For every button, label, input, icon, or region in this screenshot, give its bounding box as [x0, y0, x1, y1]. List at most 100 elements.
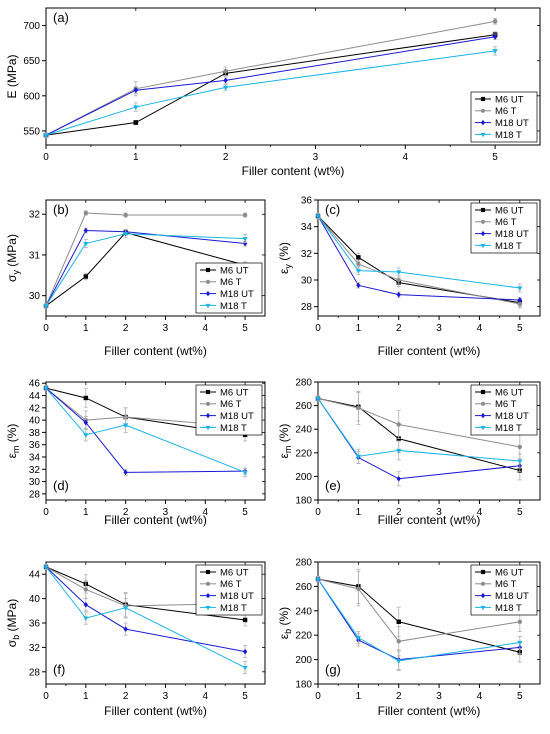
data-point [517, 444, 523, 450]
series-line [317, 398, 520, 471]
x-tick-label: 3 [313, 152, 319, 163]
legend-label: M18 UT [220, 289, 254, 300]
series-m18-t [43, 385, 248, 478]
x-tick-label: 5 [517, 691, 523, 702]
series-m18-t [43, 229, 248, 309]
x-tick-label: 0 [43, 691, 49, 702]
legend-label: M6 UT [495, 567, 524, 578]
series-line [317, 578, 520, 642]
data-point [83, 274, 89, 279]
x-tick-label: 3 [436, 691, 442, 702]
series-m18-t [315, 395, 523, 469]
plot-frame [317, 381, 541, 501]
series-m18-ut [315, 212, 523, 304]
data-point [83, 395, 89, 401]
series-line [45, 566, 246, 607]
y-axis-label: εy (%) [277, 242, 293, 274]
x-tick-label: 0 [43, 323, 49, 334]
x-tick-label: 2 [396, 691, 402, 702]
x-axis-label: Filler content (wt%) [104, 344, 207, 358]
legend-marker [480, 207, 486, 213]
legend-marker [205, 389, 211, 395]
x-axis-label: Filler content (wt%) [242, 164, 345, 178]
data-point [355, 269, 361, 274]
y-tick-label: 30 [301, 276, 313, 287]
x-tick-label: 0 [315, 323, 321, 334]
panel-label: (g) [325, 662, 341, 677]
data-point [43, 565, 49, 570]
legend-label: M18 UT [220, 411, 254, 422]
y-tick-label: 28 [29, 489, 41, 500]
legend-label: M6 T [495, 106, 517, 117]
y-axis-label: σb (MPa) [5, 599, 21, 647]
series-line [45, 387, 246, 473]
legend-marker [480, 219, 486, 224]
series-line [45, 566, 246, 653]
x-tick-label: 4 [202, 323, 208, 334]
series-line [45, 387, 246, 473]
y-tick-label: 30 [29, 291, 41, 302]
series-line [317, 398, 520, 462]
legend-marker [205, 279, 211, 284]
y-tick-label: 280 [295, 558, 312, 569]
x-tick-label: 1 [83, 323, 89, 334]
x-axis-label: Filler content (wt%) [378, 513, 481, 527]
y-tick-label: 44 [29, 570, 41, 581]
data-point [123, 423, 129, 429]
series-line [45, 233, 246, 307]
legend-label: M18 UT [495, 118, 529, 129]
data-point [123, 414, 128, 420]
data-point [83, 210, 89, 216]
y-tick-label: 30 [29, 477, 41, 488]
x-tick-label: 3 [436, 507, 442, 518]
data-point [123, 626, 128, 632]
series-line [317, 578, 520, 653]
data-point [517, 640, 523, 646]
data-point [315, 214, 321, 219]
legend-label: M6 T [495, 399, 517, 410]
data-point [396, 448, 402, 454]
legend-label: M18 T [495, 603, 522, 614]
legend-label: M18 UT [495, 411, 529, 422]
legend-marker [205, 581, 211, 586]
x-tick-label: 4 [477, 691, 483, 702]
legend-marker [205, 267, 211, 273]
legend-marker [480, 108, 486, 113]
series-line [45, 230, 246, 307]
y-tick-label: 31 [29, 250, 41, 261]
data-point [123, 232, 129, 237]
legend-marker [205, 412, 211, 419]
series-line [317, 215, 520, 301]
data-point [356, 261, 361, 267]
y-tick-label: 32 [29, 465, 41, 476]
legend-marker [480, 230, 486, 237]
panel-a: 0 1 2 3 4 5 550 600 650 700 Filler content (wt%) E … [5, 7, 541, 178]
y-tick-label: 200 [295, 472, 312, 483]
data-point [396, 291, 401, 298]
panel-label: (e) [325, 478, 341, 493]
data-point [355, 454, 361, 460]
data-point [356, 282, 361, 289]
x-tick-label: 1 [356, 691, 362, 702]
x-tick-label: 5 [242, 507, 248, 518]
data-point [43, 304, 49, 309]
legend-label: M6 UT [495, 205, 524, 216]
x-tick-label: 0 [315, 691, 321, 702]
data-point [517, 459, 523, 465]
series-m18-t [315, 576, 523, 671]
data-point [396, 619, 401, 624]
data-point [242, 237, 248, 242]
y-tick-label: 34 [301, 222, 313, 233]
legend-label: M6 T [220, 579, 242, 590]
legend-marker [205, 605, 211, 611]
y-tick-label: 42 [29, 403, 41, 414]
series-line [317, 398, 520, 448]
x-tick-label: 2 [123, 507, 129, 518]
legend-marker [205, 592, 211, 599]
